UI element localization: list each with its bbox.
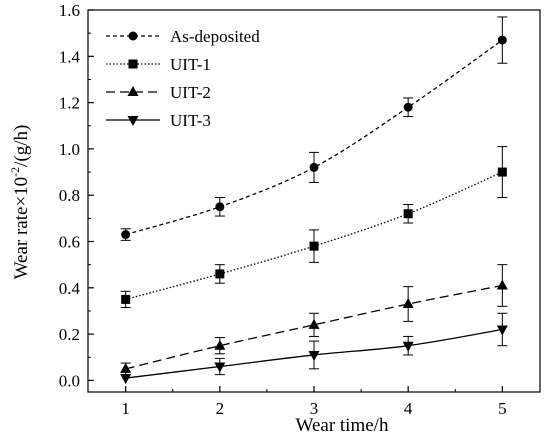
series-layer [120, 16, 508, 385]
data-point [403, 102, 413, 112]
y-tick-label: 1.4 [59, 47, 81, 66]
series-as-deposited [120, 16, 508, 241]
data-point [402, 341, 414, 352]
y-tick-label: 1.0 [59, 140, 80, 159]
legend-label: UIT-1 [170, 55, 211, 74]
data-point [120, 374, 132, 385]
data-point [120, 362, 132, 373]
data-point [402, 298, 414, 309]
x-tick-label: 4 [404, 399, 413, 418]
x-tick-label: 3 [310, 399, 319, 418]
series-line [125, 171, 503, 301]
legend-marker [127, 116, 139, 126]
data-point [403, 209, 413, 219]
series-line [125, 284, 503, 370]
y-axis-label-suffix: /(g/h) [11, 125, 32, 167]
legend-label: UIT-3 [170, 111, 211, 130]
y-axis-label-prefix: Wear rate×10 [11, 177, 32, 280]
y-tick-label: 1.2 [59, 94, 80, 113]
x-tick-label: 1 [121, 399, 130, 418]
x-tick-label: 5 [498, 399, 507, 418]
legend-item: UIT-3 [106, 111, 211, 130]
y-axis-ticks: 0.0 0.2 0.4 0.6 0.8 1.0 1.2 1.4 1.6 [59, 1, 94, 390]
legend-label: UIT-2 [170, 83, 211, 102]
series-uit-1 [120, 146, 508, 308]
y-tick-label: 0.4 [59, 279, 81, 298]
data-point [214, 339, 226, 350]
y-axis-label: Wear rate×10-2/(g/h) [8, 125, 32, 280]
y-tick-label: 0.6 [59, 233, 80, 252]
series-uit-2 [120, 264, 508, 376]
legend: As-deposited UIT-1 UIT-2 UIT-3 [106, 27, 260, 130]
data-point [308, 318, 320, 329]
series-uit-3 [120, 312, 508, 385]
data-point [309, 241, 319, 251]
data-point [214, 362, 226, 373]
legend-marker [128, 59, 138, 69]
y-tick-label: 0.8 [59, 186, 80, 205]
data-point [121, 294, 131, 304]
legend-item: As-deposited [106, 27, 260, 46]
y-tick-label: 0.0 [59, 371, 80, 390]
y-tick-label: 1.6 [59, 1, 80, 20]
legend-label: As-deposited [170, 27, 260, 46]
data-point [215, 269, 225, 279]
data-point [497, 35, 507, 45]
series-line [125, 39, 503, 236]
data-point [496, 279, 508, 290]
x-axis-ticks: 1 2 3 4 5 [121, 386, 507, 418]
data-point [308, 350, 320, 361]
y-axis-label-superscript: -2 [8, 167, 22, 177]
data-point [496, 325, 508, 336]
data-point [215, 202, 225, 212]
y-tick-label: 0.2 [59, 325, 80, 344]
legend-item: UIT-2 [106, 83, 211, 102]
data-point [497, 167, 507, 177]
data-point [121, 230, 131, 240]
data-point [309, 162, 319, 172]
x-axis-label: Wear time/h [296, 415, 389, 436]
legend-marker [128, 31, 138, 41]
legend-marker [127, 86, 139, 96]
legend-item: UIT-1 [106, 55, 211, 74]
x-tick-label: 2 [216, 399, 225, 418]
